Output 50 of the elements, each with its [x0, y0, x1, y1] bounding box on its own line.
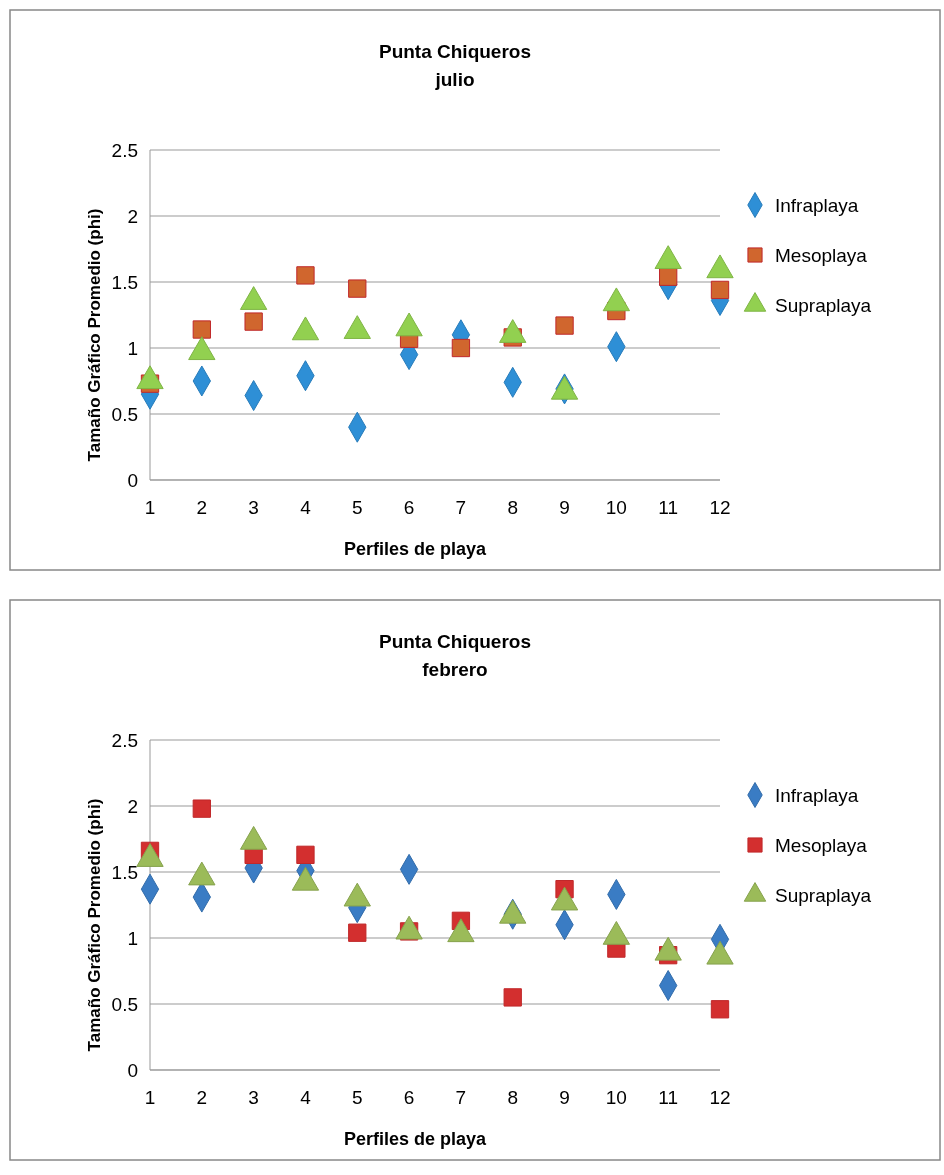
x-tick-label: 10 — [605, 1087, 627, 1108]
y-tick-label: 1 — [127, 927, 138, 949]
x-tick-label: 8 — [507, 497, 519, 518]
x-tick-label: 12 — [709, 497, 731, 518]
x-tick-label: 7 — [455, 497, 467, 518]
chart-title: Punta Chiqueros — [378, 631, 532, 652]
y-tick-label: 1.5 — [111, 861, 138, 883]
x-tick-label: 2 — [196, 497, 208, 518]
y-tick-label: 0 — [127, 1059, 138, 1081]
x-tick-label: 1 — [144, 497, 156, 518]
x-tick-label: 6 — [403, 1087, 415, 1108]
legend-label: Infraplaya — [775, 784, 859, 806]
y-tick-label: 0 — [127, 469, 138, 491]
x-tick-label: 4 — [300, 1087, 312, 1108]
legend-label: Supraplaya — [775, 884, 872, 906]
x-tick-label: 4 — [300, 497, 312, 518]
x-tick-label: 6 — [403, 497, 415, 518]
y-tick-label: 2 — [127, 795, 138, 817]
y-tick-label: 2.5 — [111, 139, 138, 161]
x-axis-title: Perfiles de playa — [343, 1129, 488, 1149]
chart-title: Punta Chiqueros — [378, 41, 532, 62]
x-tick-label: 12 — [709, 1087, 731, 1108]
y-tick-label: 1 — [127, 337, 138, 359]
y-tick-label: 0.5 — [111, 993, 138, 1015]
legend-label: Infraplaya — [775, 194, 859, 216]
y-axis-title: Tamaño Gráfico Promedio (phi) — [85, 208, 104, 462]
x-tick-label: 5 — [351, 1087, 363, 1108]
legend-label: Mesoplaya — [775, 834, 868, 856]
x-tick-label: 10 — [605, 497, 627, 518]
chart-subtitle: febrero — [422, 659, 488, 680]
x-tick-label: 5 — [351, 497, 363, 518]
x-axis-title: Perfiles de playa — [343, 539, 488, 559]
y-tick-label: 1.5 — [111, 271, 138, 293]
y-tick-label: 2.5 — [111, 729, 138, 751]
y-axis-title: Tamaño Gráfico Promedio (phi) — [85, 798, 104, 1052]
legend-label: Mesoplaya — [775, 244, 868, 266]
x-tick-label: 8 — [507, 1087, 519, 1108]
x-tick-label: 2 — [196, 1087, 208, 1108]
x-tick-label: 7 — [455, 1087, 467, 1108]
x-tick-label: 1 — [144, 1087, 156, 1108]
y-tick-label: 0.5 — [111, 403, 138, 425]
x-tick-label: 11 — [658, 497, 679, 518]
x-tick-label: 9 — [559, 497, 570, 518]
y-tick-label: 2 — [127, 205, 138, 227]
legend-label: Supraplaya — [775, 294, 872, 316]
x-tick-label: 3 — [248, 497, 259, 518]
chart-subtitle: julio — [434, 69, 475, 90]
x-tick-label: 3 — [248, 1087, 259, 1108]
x-tick-label: 9 — [559, 1087, 570, 1108]
x-tick-label: 11 — [658, 1087, 679, 1108]
